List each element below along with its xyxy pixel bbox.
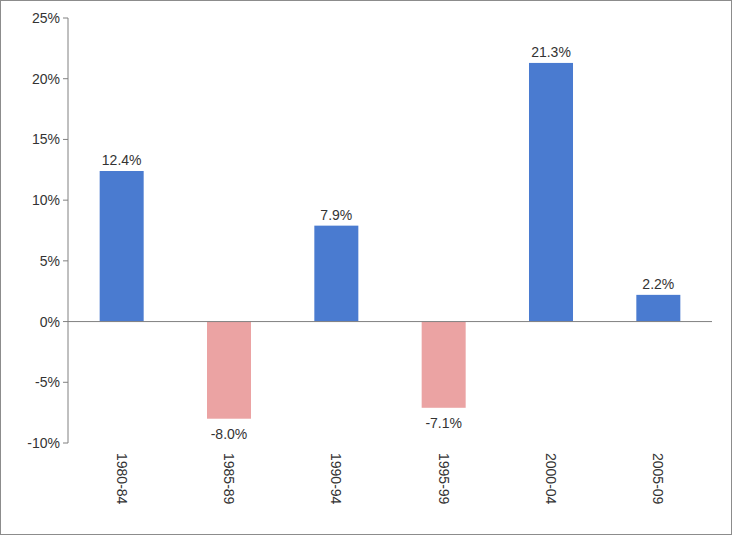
x-tick-label: 1980-84 [114, 453, 130, 505]
bar [529, 63, 573, 322]
x-axis-line [68, 321, 712, 322]
chart-border [1, 1, 732, 535]
bar [207, 322, 251, 419]
y-tick [63, 78, 68, 79]
y-tick-label: 20% [32, 71, 60, 87]
y-tick-label: 25% [32, 10, 60, 26]
bar [422, 322, 466, 408]
chart-container: -10% -5% 0% 5% 10% 15% 20% 25% 1980-84 1985-89 199… [0, 0, 732, 535]
data-label: 21.3% [531, 44, 571, 60]
y-tick-label: 15% [32, 131, 60, 147]
y-tick [63, 382, 68, 383]
y-tick [63, 139, 68, 140]
x-tick-label: 2005-09 [650, 453, 666, 505]
x-tick-label: 1995-99 [436, 453, 452, 505]
data-label: -7.1% [425, 415, 462, 431]
bar [100, 171, 144, 322]
x-tick-label: 1990-94 [328, 453, 344, 505]
y-tick [63, 321, 68, 322]
y-axis-line [68, 18, 69, 443]
data-label: -8.0% [211, 426, 248, 442]
y-tick-label: -5% [35, 374, 60, 390]
y-tick [63, 260, 68, 261]
y-tick-label: 5% [40, 253, 60, 269]
x-tick-label: 1985-89 [221, 453, 237, 505]
y-tick [63, 18, 68, 19]
data-label: 7.9% [320, 207, 352, 223]
y-tick-label: 0% [40, 314, 60, 330]
bar [314, 226, 358, 322]
y-tick-label: -10% [27, 435, 60, 451]
bar [636, 295, 680, 322]
y-tick-label: 10% [32, 192, 60, 208]
data-label: 2.2% [642, 276, 674, 292]
chart: -10% -5% 0% 5% 10% 15% 20% 25% 1980-84 1985-89 199… [0, 0, 732, 535]
y-tick [63, 200, 68, 201]
x-tick-label: 2000-04 [543, 453, 559, 505]
y-tick [63, 443, 68, 444]
bars [100, 63, 681, 419]
data-label: 12.4% [102, 152, 142, 168]
